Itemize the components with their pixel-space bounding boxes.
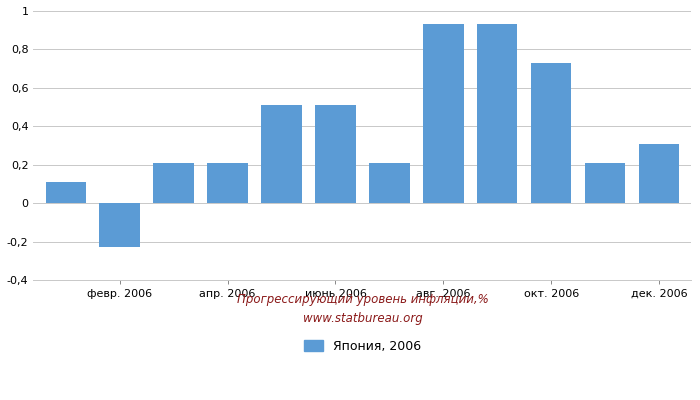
- Bar: [99, 203, 140, 247]
- Text: Прогрессирующий уровень инфляции,%: Прогрессирующий уровень инфляции,%: [237, 294, 489, 306]
- Bar: [261, 105, 302, 203]
- Bar: [46, 182, 86, 203]
- Bar: [369, 163, 410, 203]
- Bar: [207, 163, 248, 203]
- Bar: [639, 144, 679, 203]
- Bar: [477, 24, 517, 203]
- Bar: [153, 163, 194, 203]
- Bar: [315, 105, 356, 203]
- Bar: [585, 163, 625, 203]
- Legend: Япония, 2006: Япония, 2006: [299, 335, 426, 358]
- Bar: [531, 63, 571, 203]
- Bar: [423, 24, 463, 203]
- Text: www.statbureau.org: www.statbureau.org: [302, 312, 422, 325]
